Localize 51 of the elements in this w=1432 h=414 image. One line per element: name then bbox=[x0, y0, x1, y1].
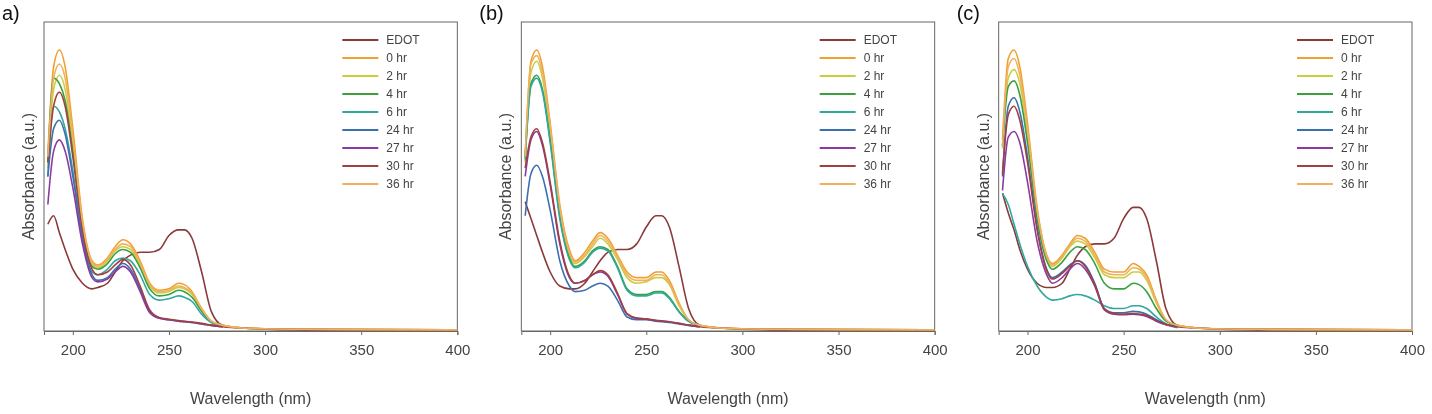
legend-label: 30 hr bbox=[1341, 159, 1369, 173]
x-tick-label: 400 bbox=[445, 340, 471, 358]
x-axis-title: Wavelength (nm) bbox=[1144, 390, 1266, 407]
x-tick-label: 300 bbox=[730, 340, 756, 358]
legend-label: 4 hr bbox=[863, 87, 885, 101]
legend-label: 36 hr bbox=[863, 177, 892, 191]
x-tick-label: 200 bbox=[60, 340, 86, 358]
legend-label: 24 hr bbox=[386, 123, 414, 137]
legend-label: 4 hr bbox=[1341, 87, 1362, 101]
legend-label: 27 hr bbox=[863, 141, 892, 155]
x-tick-label: 350 bbox=[826, 340, 852, 358]
chart-title: (c) bbox=[956, 2, 980, 24]
legend-label: 36 hr bbox=[386, 177, 414, 191]
chart-title: a) bbox=[2, 2, 20, 24]
legend-label: 0 hr bbox=[863, 51, 885, 65]
legend-label: EDOT bbox=[863, 33, 898, 47]
legend-label: 6 hr bbox=[863, 105, 885, 119]
legend-label: 2 hr bbox=[863, 69, 885, 83]
x-tick-label: 400 bbox=[1399, 340, 1426, 358]
legend-label: 0 hr bbox=[1341, 51, 1362, 65]
chart-title: (b) bbox=[479, 2, 504, 24]
legend-label: 24 hr bbox=[863, 123, 892, 137]
legend-label: 2 hr bbox=[386, 69, 408, 83]
x-tick-label: 400 bbox=[922, 340, 948, 358]
legend-label: EDOT bbox=[1341, 33, 1375, 47]
legend-label: 27 hr bbox=[386, 141, 414, 155]
y-axis-title: Absorbance (a.u.) bbox=[497, 112, 515, 241]
legend-label: 36 hr bbox=[1341, 177, 1369, 191]
x-tick-label: 250 bbox=[156, 340, 182, 358]
legend-label: 0 hr bbox=[386, 51, 408, 65]
y-axis-title: Absorbance (a.u.) bbox=[974, 112, 992, 241]
legend-label: 4 hr bbox=[386, 87, 408, 101]
legend-label: 30 hr bbox=[386, 159, 414, 173]
x-axis-title: Wavelength (nm) bbox=[667, 390, 789, 407]
x-tick-label: 200 bbox=[538, 340, 564, 358]
legend-label: EDOT bbox=[386, 33, 421, 47]
x-axis-title: Wavelength (nm) bbox=[190, 390, 312, 407]
legend-label: 6 hr bbox=[386, 105, 408, 119]
y-axis-title: Absorbance (a.u.) bbox=[20, 112, 37, 241]
legend-label: 2 hr bbox=[1341, 69, 1362, 83]
legend-label: 24 hr bbox=[1341, 123, 1369, 137]
legend-label: 27 hr bbox=[1341, 141, 1369, 155]
x-tick-label: 350 bbox=[1303, 340, 1329, 358]
legend-label: 6 hr bbox=[1341, 105, 1362, 119]
x-tick-label: 200 bbox=[1015, 340, 1041, 358]
x-tick-label: 250 bbox=[1111, 340, 1137, 358]
x-tick-label: 250 bbox=[634, 340, 660, 358]
legend-label: 30 hr bbox=[863, 159, 892, 173]
x-tick-label: 300 bbox=[1207, 340, 1233, 358]
x-tick-label: 350 bbox=[349, 340, 375, 358]
x-tick-label: 300 bbox=[253, 340, 279, 358]
